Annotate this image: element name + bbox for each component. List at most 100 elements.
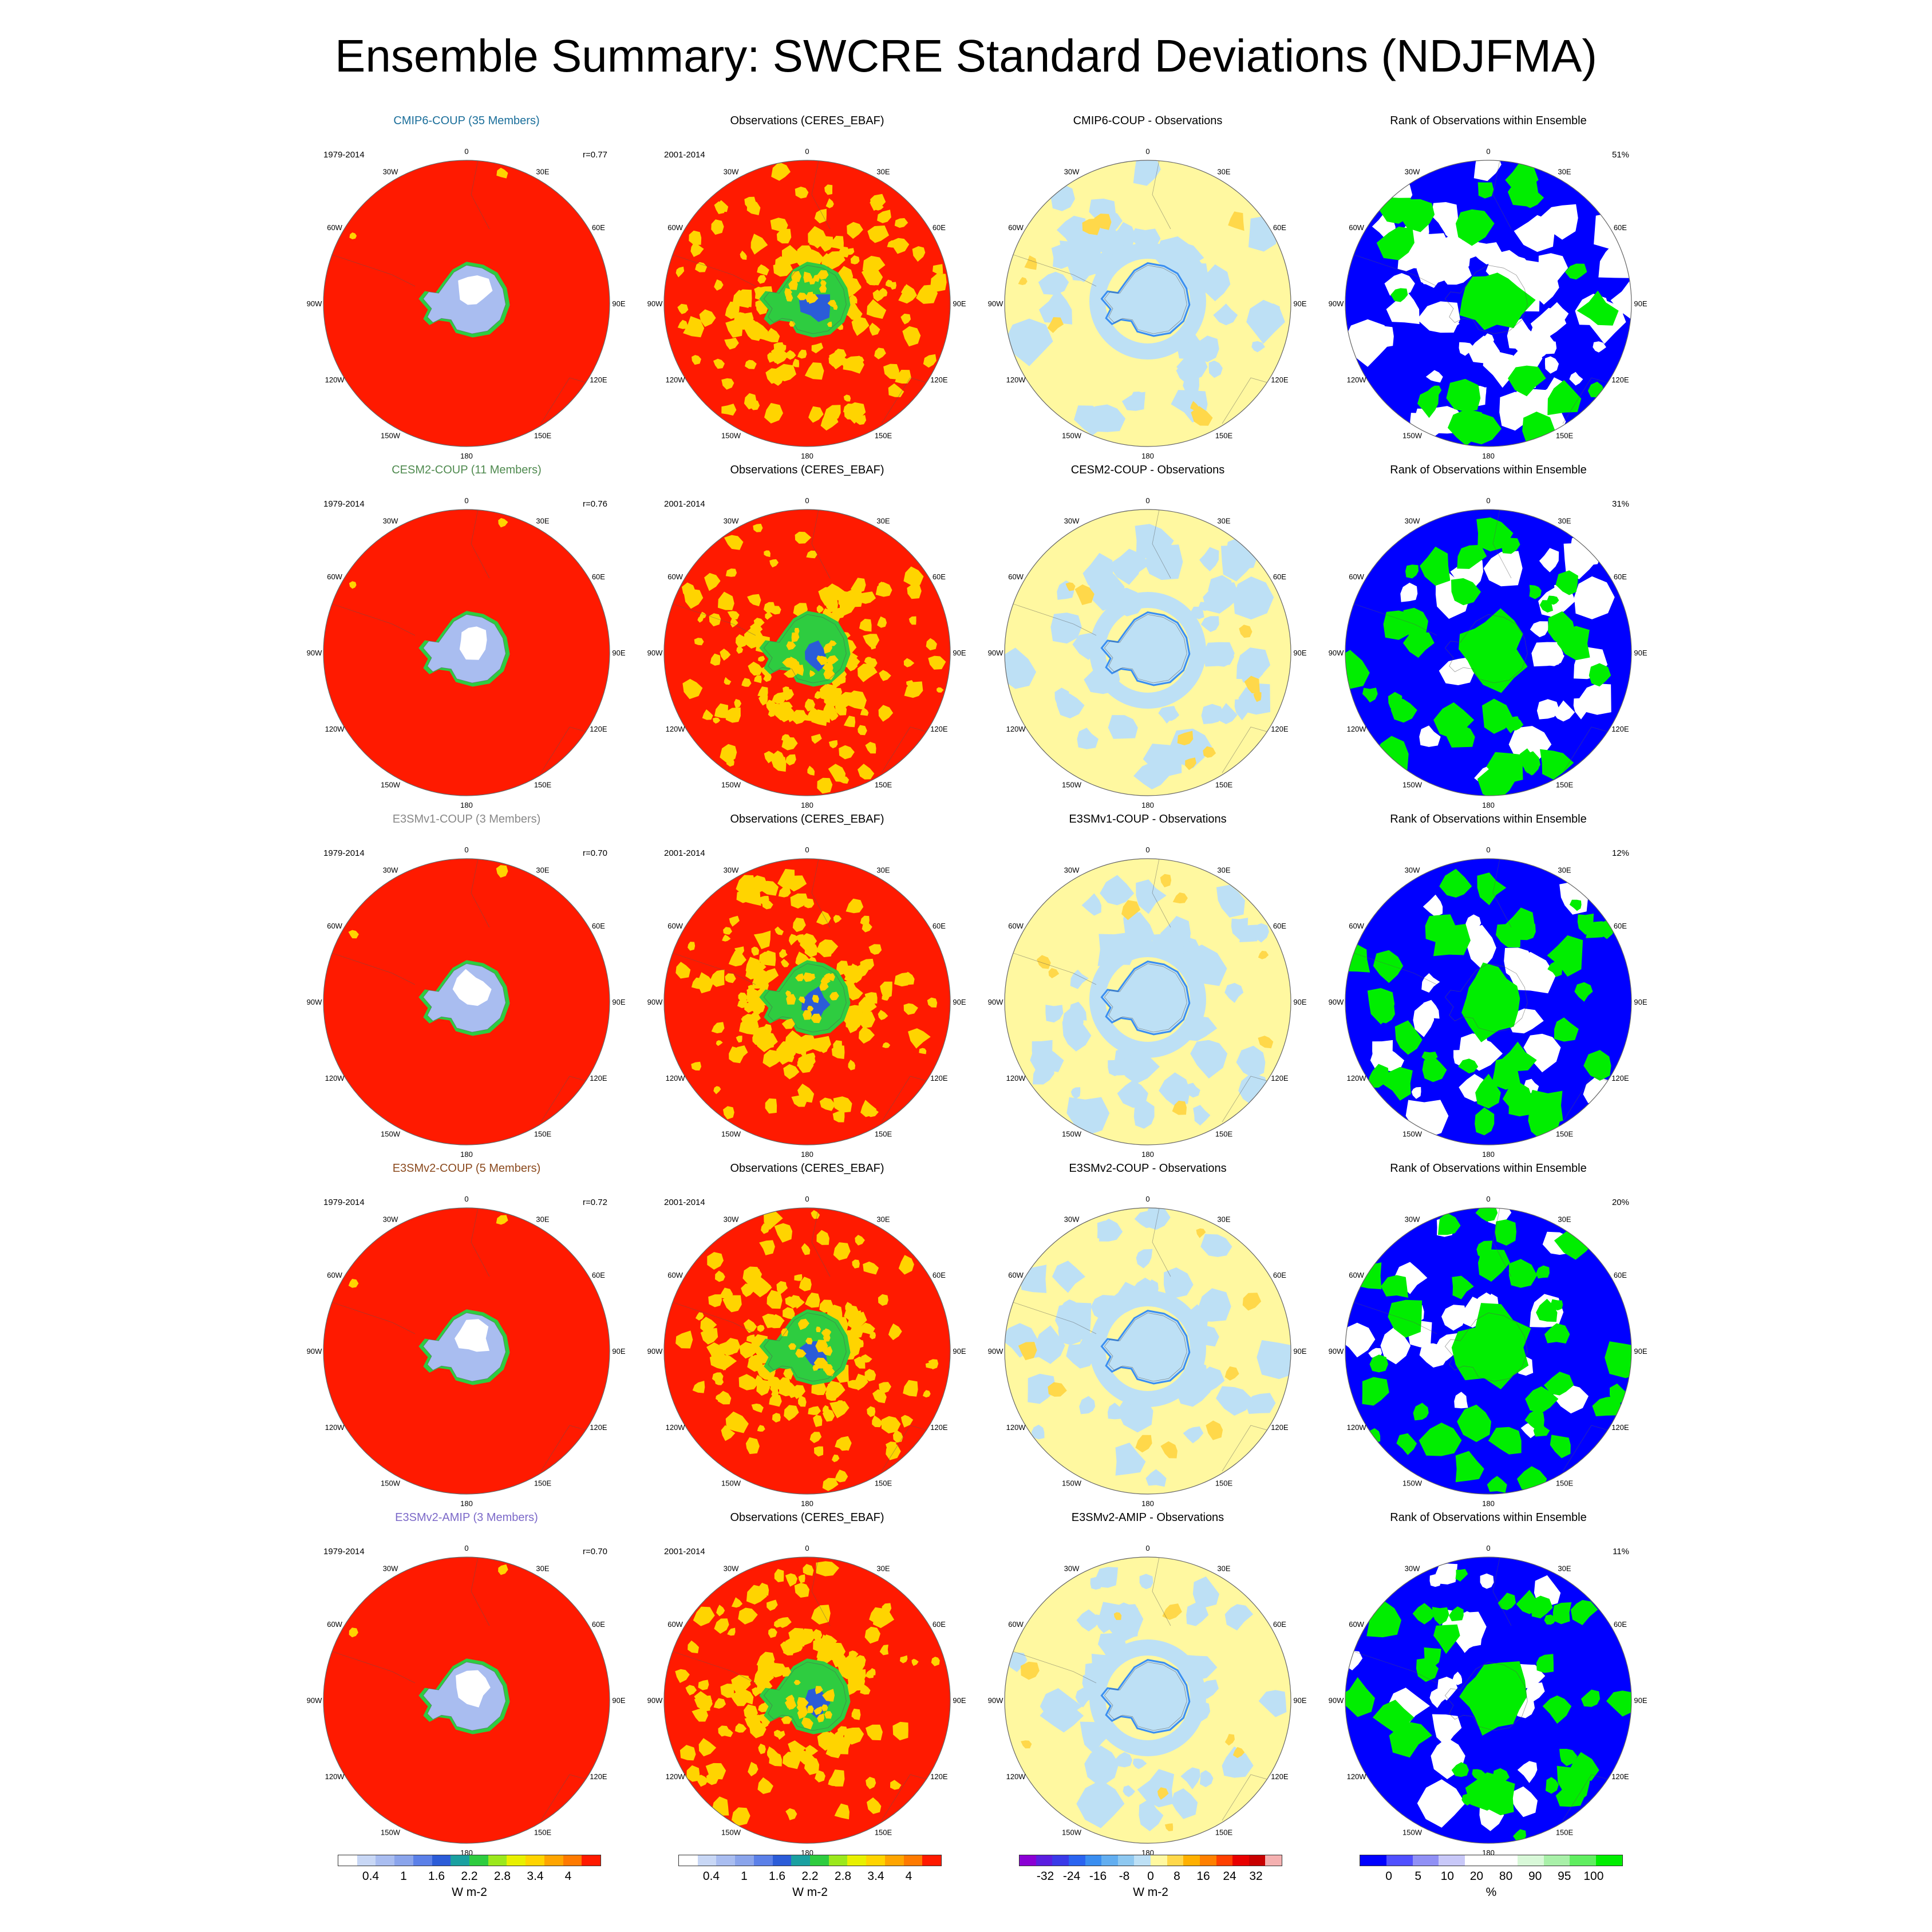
colorbar-swatch — [1265, 1855, 1282, 1866]
colorbar-tick-label: -32 — [1036, 1870, 1054, 1883]
lon-label: 0 — [464, 846, 468, 854]
lon-label: 180 — [1141, 1499, 1154, 1508]
lon-label: 180 — [460, 452, 473, 460]
colorbar-tick-label: 2.8 — [834, 1870, 852, 1883]
panel-rank: 0 30E 60E 90E 120E 150E 180 150W 120W 90W 60W 30W Ra… — [1328, 464, 1649, 813]
lon-label: 60W — [1349, 922, 1364, 930]
panel-title: E3SMv1-COUP - Observations — [1069, 813, 1227, 825]
lon-label: 30W — [724, 1215, 739, 1224]
lon-label: 30W — [383, 866, 398, 875]
lon-label: 60W — [667, 1271, 683, 1279]
lon-label: 90E — [612, 1347, 625, 1356]
period-label: 2001-2014 — [664, 1547, 705, 1556]
panel-title: Rank of Observations within Ensemble — [1390, 1511, 1587, 1524]
panel-diff: 0 30E 60E 90E 120E 150E 180 150W 120W 90W 60W 30W E3… — [987, 813, 1308, 1162]
lon-label: 90E — [953, 1347, 966, 1356]
panel-obs: 0 30E 60E 90E 120E 150E 180 150W 120W 90W 60W 30W Ob… — [647, 813, 967, 1162]
panel-title: Rank of Observations within Ensemble — [1390, 813, 1587, 825]
lon-label: 30W — [724, 517, 739, 526]
lon-label: 60W — [327, 1271, 342, 1279]
polar-map-obs: 0 30E 60E 90E 120E 150E 180 150W 120W 90W 60W 30W — [647, 496, 966, 809]
lon-label: 30E — [1558, 168, 1571, 176]
lon-label: 60E — [1614, 1620, 1627, 1629]
colorbar-tick-label: 3.4 — [527, 1870, 544, 1883]
panel-model: 0 30E 60E 90E 120E 150E 180 150W 120W 90W 60W 30W E3… — [306, 813, 627, 1162]
lon-label: 60W — [1008, 922, 1024, 930]
polar-map-diff: 0 30E 60E 90E 120E 150E 180 150W 120W 90W 60W 30W — [988, 496, 1307, 809]
lon-label: 120E — [1271, 725, 1289, 733]
colorbar-swatch — [432, 1855, 451, 1866]
colorbar-swatch — [679, 1855, 698, 1866]
colorbar-tick-label: 90 — [1528, 1870, 1542, 1883]
colorbar-units: % — [1485, 1886, 1497, 1899]
lon-label: 60W — [1349, 223, 1364, 232]
lon-label: 120E — [1611, 1074, 1629, 1082]
lon-label: 180 — [460, 801, 473, 809]
colorbar-tick-label: 4 — [564, 1870, 572, 1883]
colorbar-boxes — [1360, 1855, 1623, 1866]
lon-label: 120E — [930, 1423, 948, 1432]
colorbar-swatch — [847, 1855, 867, 1866]
colorbar-swatch — [716, 1855, 736, 1866]
lon-label: 90E — [953, 1696, 966, 1705]
colorbar-swatch — [1543, 1855, 1570, 1866]
lon-label: 90E — [1293, 299, 1306, 308]
period-label: 2001-2014 — [664, 848, 705, 858]
lon-label: 0 — [1486, 147, 1490, 156]
lon-label: 90W — [647, 1696, 663, 1705]
lon-label: 0 — [1145, 846, 1149, 854]
map-border — [663, 160, 951, 447]
lon-label: 60E — [933, 1271, 946, 1279]
colorbar-tick-label: 1 — [741, 1870, 748, 1883]
lon-label: 150W — [1062, 1479, 1082, 1487]
lon-label: 90W — [307, 299, 322, 308]
lon-label: 180 — [801, 452, 813, 460]
lon-label: 90W — [1329, 649, 1344, 657]
lon-label: 60W — [327, 572, 342, 581]
lon-label: 150W — [721, 431, 741, 440]
map-field — [323, 859, 610, 1145]
panel-title: CESM2-COUP - Observations — [1070, 464, 1225, 476]
lon-label: 90W — [988, 998, 1003, 1006]
lon-label: 150W — [1062, 1828, 1082, 1836]
lon-label: 30E — [1217, 1215, 1230, 1224]
colorbar-tick-label: 0 — [1147, 1870, 1154, 1883]
map-field — [1005, 160, 1291, 447]
colorbar-boxes — [678, 1855, 942, 1866]
lon-label: 90W — [1329, 998, 1344, 1006]
colorbar-tick-label: 32 — [1249, 1870, 1263, 1883]
colorbar-swatch — [697, 1855, 717, 1866]
panel-title: Observations (CERES_EBAF) — [730, 1511, 884, 1524]
colorbar-tick-label: 24 — [1223, 1870, 1236, 1883]
map-border — [1345, 160, 1632, 447]
map-border — [323, 1556, 610, 1844]
panel-title: Rank of Observations within Ensemble — [1390, 114, 1587, 127]
colorbar-boxes — [1019, 1855, 1282, 1866]
lon-label: 90W — [988, 649, 1003, 657]
lon-label: 30E — [1217, 517, 1230, 526]
lon-label: 150E — [875, 1828, 892, 1836]
polar-map-diff: 0 30E 60E 90E 120E 150E 180 150W 120W 90W 60W 30W — [988, 846, 1307, 1159]
lon-label: 30W — [383, 1215, 398, 1224]
map-field — [664, 859, 950, 1145]
lon-label: 0 — [805, 1195, 809, 1203]
colorbar-swatch — [791, 1855, 811, 1866]
colorbar-swatch — [582, 1855, 601, 1866]
lon-label: 120W — [1006, 1772, 1026, 1781]
lon-label: 90E — [612, 649, 625, 657]
lon-label: 120E — [930, 1074, 948, 1082]
colorbar-tick-label: 2.2 — [801, 1870, 819, 1883]
rank-percent-label: 31% — [1611, 499, 1629, 509]
lon-label: 90E — [1293, 1347, 1306, 1356]
lon-label: 150W — [721, 1129, 741, 1138]
lon-label: 30E — [536, 1564, 549, 1573]
lon-label: 120E — [1271, 1423, 1289, 1432]
polar-map-rank: 0 30E 60E 90E 120E 150E 180 150W 120W 90W 60W 30W — [1329, 496, 1647, 809]
period-label: 1979-2014 — [323, 1547, 365, 1556]
lon-label: 90W — [988, 1347, 1003, 1356]
lon-label: 30W — [1064, 1215, 1080, 1224]
lon-label: 120W — [325, 1074, 345, 1082]
correlation-label: r=0.70 — [583, 848, 607, 858]
lon-label: 0 — [1145, 147, 1149, 156]
